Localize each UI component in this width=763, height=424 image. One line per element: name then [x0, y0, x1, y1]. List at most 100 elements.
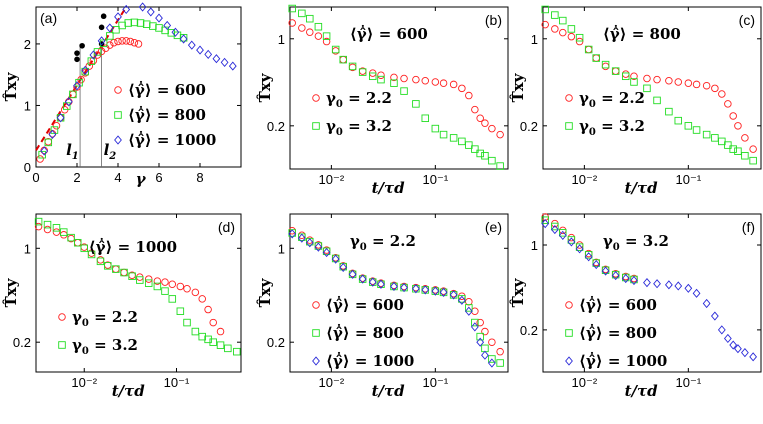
y-tick-label: 0.2: [520, 119, 538, 134]
data-point: [339, 262, 348, 273]
data-point: [298, 9, 306, 18]
data-point: [110, 38, 118, 47]
panel-f: 10⁻² 10⁻¹ 1 0.2 (f) T̂xy t/τd γ0 = 3.2 ⟨γ̂̇⟩ = 6…: [509, 213, 762, 400]
data-point: [400, 282, 408, 293]
legend-marker: [58, 341, 66, 349]
data-point: [439, 79, 448, 87]
data-point: [481, 327, 489, 336]
data-point: [130, 18, 139, 27]
y-tick-label: 1: [278, 241, 285, 256]
legend-label: γ0 = 3.2: [326, 117, 392, 138]
data-point: [124, 19, 132, 27]
data-point: [306, 236, 314, 244]
data-point: [471, 318, 479, 327]
data-point: [458, 137, 466, 146]
data-point: [136, 19, 145, 27]
plot-frame: [289, 213, 509, 373]
plot-frame: [289, 6, 509, 170]
reversal-point: [74, 56, 80, 63]
panel-label: (e): [485, 219, 502, 235]
data-point: [458, 84, 466, 93]
data-point: [643, 74, 651, 83]
data-point: [692, 126, 701, 134]
data-point: [653, 96, 661, 105]
data-point: [34, 217, 43, 226]
data-point: [60, 228, 68, 236]
data-point: [118, 37, 126, 45]
data-point: [87, 57, 96, 65]
data-point: [584, 251, 593, 259]
x-tick-label: 6: [155, 170, 162, 185]
legend-label: γ0 = 3.2: [579, 117, 645, 138]
data-point: [52, 228, 61, 236]
data-point: [559, 226, 567, 235]
panel-title: ⟨γ̂̇⟩ = 600: [350, 23, 428, 43]
data-point: [496, 162, 504, 170]
y-tick-label: 0: [24, 160, 31, 175]
data-point: [567, 32, 576, 41]
data-point: [377, 71, 385, 79]
series-g600: [36, 37, 143, 163]
x-tick-label: 4: [114, 170, 121, 185]
y-axis-label: T̂xy: [256, 72, 274, 102]
data-point: [314, 32, 323, 40]
data-point: [471, 105, 479, 114]
data-point: [734, 344, 742, 354]
panel-d: 10⁻² 10⁻¹ 1 0.2 (d) T̂xy t/τd ⟨γ̂̇⟩ = 1000 γ0 = …: [2, 213, 242, 400]
legend-marker: [565, 94, 573, 102]
data-point: [155, 24, 163, 32]
data-point: [692, 80, 701, 89]
data-point: [168, 280, 177, 288]
series-g800: [288, 4, 504, 170]
data-point: [298, 24, 306, 32]
y-tick-label: 1: [24, 98, 31, 113]
panel-title: γ0 = 3.2: [603, 232, 669, 253]
data-point: [653, 75, 661, 84]
data-point: [52, 224, 61, 232]
strain-marker-label: l1: [66, 141, 79, 162]
data-point: [331, 254, 340, 264]
legend-label: ⟨γ̂̇⟩ = 1000: [128, 129, 216, 149]
data-point: [122, 37, 130, 45]
data-point: [421, 114, 430, 123]
data-point: [34, 222, 43, 231]
data-point: [481, 119, 489, 127]
data-point: [551, 25, 559, 33]
data-point: [559, 16, 567, 25]
data-point: [171, 27, 180, 37]
data-point: [412, 75, 420, 84]
data-point: [749, 145, 757, 153]
data-point: [684, 122, 693, 130]
x-axis-label: t/τd: [625, 179, 659, 197]
data-point: [138, 2, 147, 12]
y-tick-label: 0.2: [267, 335, 285, 350]
data-point: [331, 45, 340, 54]
y-axis-label: T̂xy: [509, 72, 527, 102]
data-point: [38, 150, 46, 159]
data-point: [204, 305, 212, 314]
data-point: [559, 28, 567, 37]
data-point: [541, 5, 549, 14]
data-point: [592, 259, 601, 270]
data-point: [368, 277, 377, 287]
data-point: [601, 62, 610, 71]
data-point: [496, 347, 504, 356]
data-point: [449, 290, 458, 300]
series-g1000: [541, 219, 758, 362]
data-point: [674, 116, 683, 125]
legend-marker: [312, 356, 320, 366]
data-point: [183, 318, 191, 327]
x-tick-label: 10⁻¹: [423, 375, 449, 390]
data-point: [575, 243, 584, 251]
data-point: [390, 79, 398, 87]
x-tick-label: 10⁻²: [319, 375, 345, 390]
data-point: [216, 341, 225, 349]
x-tick-label: 10⁻²: [71, 375, 97, 390]
data-point: [458, 295, 466, 303]
data-point: [114, 37, 122, 46]
data-point: [112, 265, 120, 273]
data-point: [592, 54, 600, 62]
data-point: [168, 295, 177, 303]
data-point: [488, 338, 496, 346]
data-point: [664, 280, 673, 290]
